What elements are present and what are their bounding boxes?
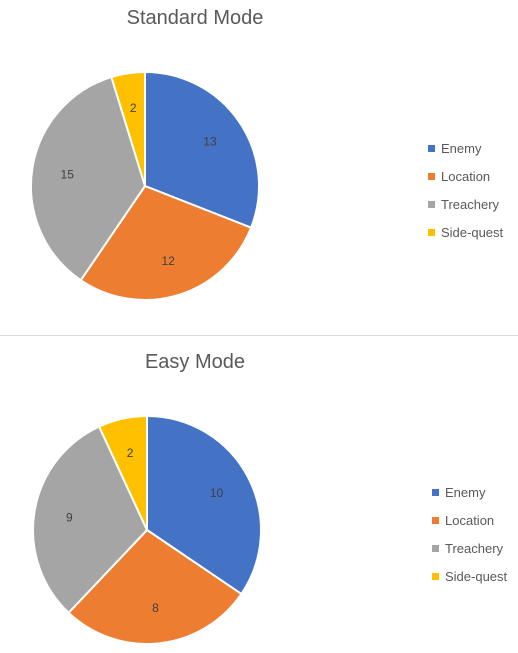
data-label: 10	[210, 486, 224, 500]
legend-label: Side-quest	[445, 568, 508, 584]
data-label: 2	[127, 446, 134, 460]
legend-swatch	[432, 544, 439, 552]
data-label: 12	[162, 254, 176, 268]
legend-label: Treachery	[441, 196, 500, 212]
data-label: 15	[61, 167, 75, 181]
chart-standard-mode: Standard Mode 13 12 15 2 Enemy Location Treac…	[30, 7, 503, 301]
legend-label: Location	[441, 168, 491, 184]
legend-label: Treachery	[445, 540, 504, 556]
legend-item: Side-quest	[432, 562, 507, 590]
legend-item: Side-quest	[428, 218, 503, 246]
pie-slice-enemy	[146, 414, 262, 596]
legend-item: Treachery	[428, 190, 503, 218]
legend-item: Treachery	[432, 534, 507, 562]
legend-swatch	[428, 172, 435, 180]
pie-slice-treachery	[32, 425, 149, 615]
pie-chart: 10 8 9 2	[32, 414, 262, 645]
legend-swatch	[432, 516, 439, 524]
data-label: 8	[152, 601, 159, 615]
data-label: 2	[130, 101, 137, 115]
legend-swatch	[432, 572, 439, 580]
legend: Enemy Location Treachery Side-quest	[428, 134, 503, 246]
legend-swatch	[428, 200, 435, 208]
chart-easy-mode: Easy Mode 10 8 9 2 Enemy Location Treachery Si…	[0, 337, 518, 653]
legend-swatch	[432, 488, 439, 496]
pie-slice-side-quest	[110, 70, 146, 187]
legend-item: Enemy	[432, 478, 507, 506]
legend-item: Location	[428, 162, 503, 190]
data-label: 9	[66, 510, 73, 524]
chart-title: Easy Mode	[144, 351, 246, 373]
data-label: 13	[203, 135, 217, 149]
legend-label: Side-quest	[441, 224, 504, 240]
chart-divider	[0, 335, 518, 336]
legend-swatch	[428, 228, 435, 236]
pie-slice-treachery	[30, 75, 147, 282]
legend-item: Enemy	[428, 134, 503, 162]
legend-item: Location	[432, 506, 507, 534]
pie-slice-enemy	[144, 70, 260, 229]
legend-swatch	[428, 144, 435, 152]
legend: Enemy Location Treachery Side-quest	[432, 478, 507, 590]
chart-title: Standard Mode	[126, 7, 264, 29]
pie-slice-location	[79, 184, 253, 301]
pie-slice-location	[67, 528, 243, 645]
pie-slice-side-quest	[97, 414, 148, 531]
legend-label: Enemy	[441, 140, 482, 156]
legend-label: Enemy	[445, 484, 486, 500]
pie-chart: 13 12 15 2	[30, 70, 260, 301]
legend-label: Location	[445, 512, 495, 528]
